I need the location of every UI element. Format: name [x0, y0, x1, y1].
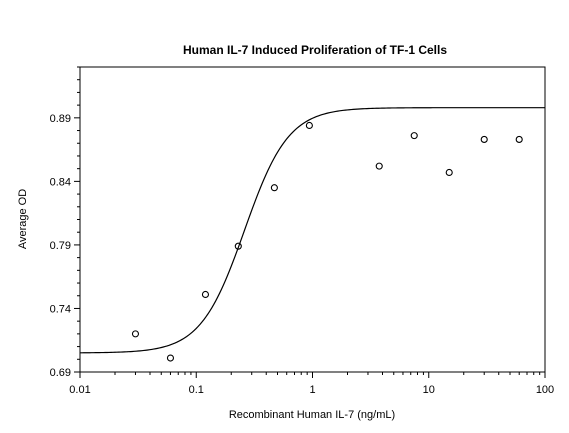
data-point	[305, 121, 313, 130]
plot-frame	[79, 66, 546, 373]
data-point	[201, 290, 210, 299]
x-tick-label: 0.1	[189, 384, 204, 396]
x-tick-label: 0.01	[69, 384, 90, 396]
data-point	[375, 162, 383, 170]
y-tick-label: 0.74	[50, 303, 71, 315]
chart-title: Human IL-7 Induced Proliferation of TF-1…	[183, 43, 447, 57]
x-tick-label: 10	[423, 384, 435, 396]
y-tick-label: 0.84	[50, 176, 71, 188]
y-axis-label: Average OD	[17, 189, 29, 249]
x-axis: 0.01 0.1 1 10 100	[69, 372, 554, 396]
x-tick-label: 1	[309, 384, 315, 396]
data-point	[166, 354, 175, 362]
data-points	[131, 121, 523, 362]
data-point	[480, 135, 488, 143]
x-axis-label: Recombinant Human IL-7 (ng/mL)	[229, 409, 395, 421]
data-point	[270, 184, 278, 192]
data-point	[445, 168, 453, 177]
data-point	[234, 242, 242, 250]
data-point	[131, 330, 140, 338]
y-tick-label: 0.69	[50, 367, 71, 379]
data-point	[410, 132, 418, 140]
y-tick-label: 0.79	[50, 240, 71, 252]
fit-curve	[79, 107, 545, 354]
x-tick-label: 100	[536, 384, 554, 396]
y-tick-label: 0.89	[50, 113, 71, 125]
y-axis: 0.69 0.74 0.79 0.84 0.89	[50, 66, 80, 379]
data-point	[515, 135, 523, 143]
